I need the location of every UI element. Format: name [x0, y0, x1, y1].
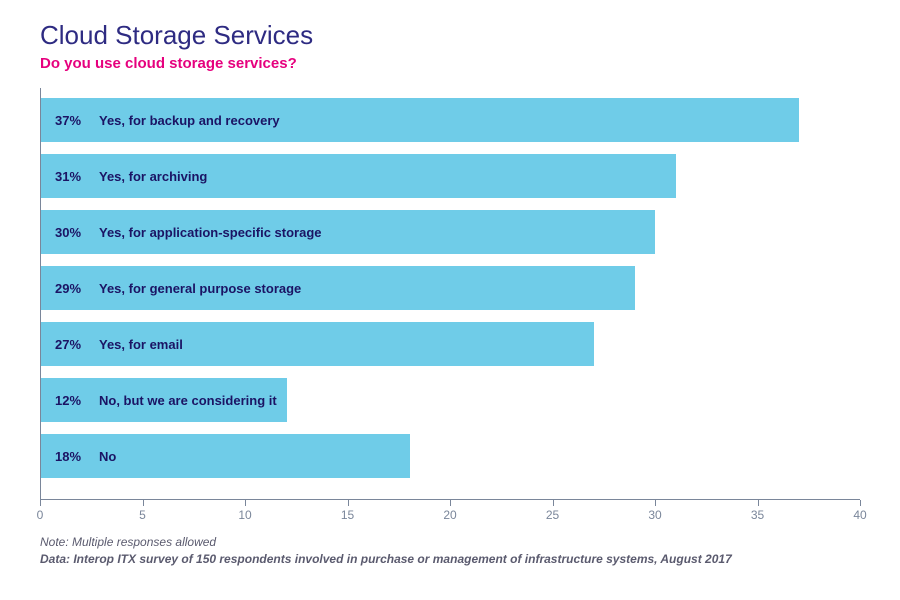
bar-row: 30%Yes, for application-specific storage	[41, 210, 860, 254]
bar-percent: 31%	[55, 169, 99, 184]
x-tick-label: 0	[37, 508, 44, 522]
bar-percent: 37%	[55, 113, 99, 128]
bar-label: Yes, for backup and recovery	[99, 113, 280, 128]
bar-row: 31%Yes, for archiving	[41, 154, 860, 198]
bar-percent: 29%	[55, 281, 99, 296]
x-tick	[40, 500, 41, 506]
bar: 18%No	[41, 434, 410, 478]
chart-title: Cloud Storage Services	[40, 20, 860, 51]
bar-percent: 27%	[55, 337, 99, 352]
x-tick	[655, 500, 656, 506]
bar: 12%No, but we are considering it	[41, 378, 287, 422]
x-axis: 0510152025303540	[40, 500, 860, 528]
bar-label: Yes, for general purpose storage	[99, 281, 301, 296]
bar-row: 37%Yes, for backup and recovery	[41, 98, 860, 142]
x-tick-label: 5	[139, 508, 146, 522]
x-tick-label: 20	[443, 508, 456, 522]
bar-percent: 18%	[55, 449, 99, 464]
chart-subtitle: Do you use cloud storage services?	[40, 55, 860, 72]
bar: 29%Yes, for general purpose storage	[41, 266, 635, 310]
bar-row: 18%No	[41, 434, 860, 478]
bar: 37%Yes, for backup and recovery	[41, 98, 799, 142]
bar-label: Yes, for archiving	[99, 169, 207, 184]
bar-label: Yes, for application-specific storage	[99, 225, 322, 240]
plot-region: 37%Yes, for backup and recovery31%Yes, f…	[40, 88, 860, 500]
bar-label: No, but we are considering it	[99, 393, 277, 408]
bar: 30%Yes, for application-specific storage	[41, 210, 655, 254]
x-tick	[143, 500, 144, 506]
x-tick-label: 10	[238, 508, 251, 522]
bar-row: 29%Yes, for general purpose storage	[41, 266, 860, 310]
x-tick	[450, 500, 451, 506]
x-tick-label: 30	[648, 508, 661, 522]
footnote-data: Data: Interop ITX survey of 150 responde…	[40, 551, 860, 568]
bar-row: 12%No, but we are considering it	[41, 378, 860, 422]
bar: 31%Yes, for archiving	[41, 154, 676, 198]
bar-label: No	[99, 449, 116, 464]
x-tick	[245, 500, 246, 506]
x-tick	[553, 500, 554, 506]
x-tick-label: 35	[751, 508, 764, 522]
x-tick-label: 40	[853, 508, 866, 522]
x-tick-label: 25	[546, 508, 559, 522]
bar-label: Yes, for email	[99, 337, 183, 352]
chart-area: 37%Yes, for backup and recovery31%Yes, f…	[40, 88, 860, 528]
bar-percent: 12%	[55, 393, 99, 408]
x-tick-label: 15	[341, 508, 354, 522]
x-tick	[860, 500, 861, 506]
chart-footnote: Note: Multiple responses allowed Data: I…	[40, 534, 860, 568]
x-tick	[348, 500, 349, 506]
bar-row: 27%Yes, for email	[41, 322, 860, 366]
bar: 27%Yes, for email	[41, 322, 594, 366]
x-tick	[758, 500, 759, 506]
footnote-note: Note: Multiple responses allowed	[40, 534, 860, 551]
bar-percent: 30%	[55, 225, 99, 240]
